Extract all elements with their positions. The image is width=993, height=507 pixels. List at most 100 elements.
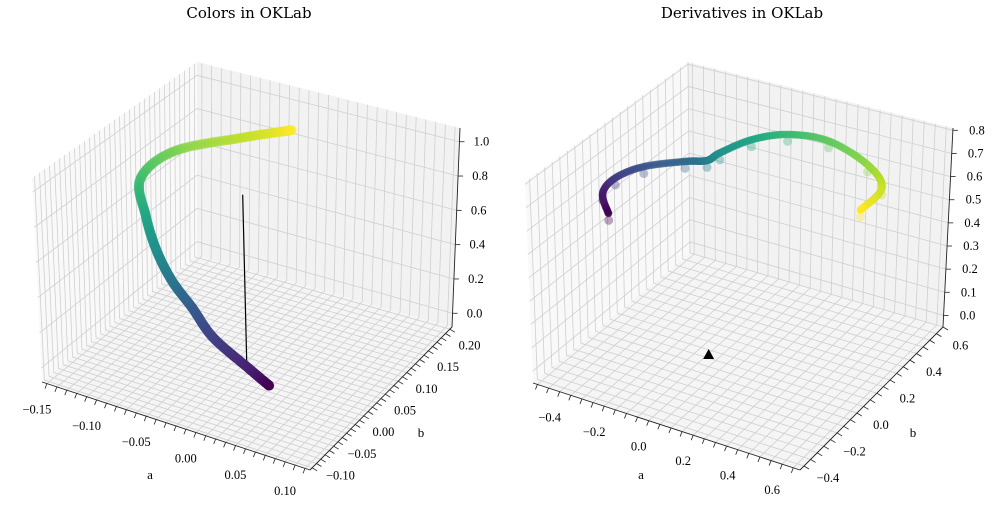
x-tick [790, 467, 794, 473]
x-tick [579, 398, 583, 405]
x-tick [153, 419, 157, 425]
z-tick-label: 0.6 [967, 170, 983, 184]
y-tick [441, 337, 447, 342]
gridline [39, 208, 198, 334]
gridline [180, 268, 438, 343]
x-tick-label: −0.05 [122, 435, 151, 449]
gridline [536, 173, 546, 374]
gridline [79, 144, 88, 346]
x-tick [203, 435, 207, 441]
gridline [239, 72, 242, 268]
gridline [597, 128, 604, 326]
gridline [196, 108, 459, 177]
gridline [830, 98, 837, 295]
gridline [134, 105, 139, 304]
gridline [166, 279, 425, 356]
gridline [81, 348, 347, 434]
y-tick [903, 366, 909, 371]
y-tick [320, 458, 326, 463]
gridline [174, 77, 177, 273]
x-tick [690, 435, 694, 441]
x-tick [624, 413, 627, 419]
x-tick-label: 0.2 [675, 454, 691, 468]
gridline [437, 124, 446, 324]
gridline [119, 318, 382, 399]
x-tick [223, 442, 227, 448]
scatter-point [604, 209, 613, 218]
gridline [634, 100, 640, 296]
gridline [604, 123, 611, 320]
x-tick [724, 445, 727, 452]
y-tick [359, 419, 365, 424]
y-tick [337, 441, 344, 446]
gridline [129, 109, 134, 307]
gridline [164, 84, 167, 281]
gridline [35, 141, 198, 263]
gridline [69, 151, 78, 354]
x-tick-label: 0.0 [631, 440, 647, 454]
y-tick [432, 346, 438, 350]
gridline [32, 74, 198, 193]
x-tick [779, 464, 783, 470]
x-tick-label: 0.00 [175, 452, 197, 466]
y-tick-label: 0.0 [873, 418, 889, 432]
gridline [54, 162, 64, 365]
x-axis-label: a [638, 467, 644, 482]
x-tick-label: −0.2 [583, 425, 606, 439]
x-tick [292, 464, 296, 471]
gridline [631, 300, 891, 381]
x-tick [243, 448, 246, 454]
x-tick [557, 391, 561, 397]
gridline [175, 271, 433, 347]
z-tick-label: 0.7 [968, 146, 984, 160]
x-tick-label: 0.05 [225, 468, 247, 482]
x-tick [601, 406, 605, 412]
gridline [84, 141, 92, 342]
gridline [689, 197, 947, 270]
gridline [314, 92, 320, 289]
y-tick [922, 346, 929, 351]
y-axis-label: b [910, 425, 917, 440]
z-tick-label: 0.0 [960, 308, 976, 322]
scatter-point [721, 146, 729, 155]
gridline [390, 112, 398, 310]
gridline [672, 73, 676, 266]
x-tick [746, 453, 750, 459]
gridline [305, 90, 310, 286]
x-tick [535, 384, 538, 390]
scatter-point [783, 136, 793, 146]
gridline [873, 109, 881, 307]
scatter-point [702, 162, 712, 172]
gridline [612, 117, 618, 314]
x-tick [74, 393, 78, 399]
y-tick [916, 353, 922, 357]
y-axis-label: b [418, 425, 425, 440]
scatter-point [610, 180, 620, 190]
gridline [524, 63, 689, 185]
gridline [851, 104, 859, 301]
gridline [689, 174, 948, 247]
scatter-point [264, 380, 275, 391]
gridline [531, 219, 690, 349]
gridline [526, 108, 689, 232]
x-tick [173, 425, 177, 432]
gridline [189, 260, 446, 334]
y-tick [333, 445, 339, 450]
y-tick-label: 0.2 [900, 392, 916, 406]
x-tick [757, 456, 761, 463]
y-tick [406, 372, 413, 376]
gridline [229, 70, 232, 265]
x-tick-label: 0.10 [274, 484, 296, 498]
z-tick-label: 1.0 [474, 135, 490, 149]
x-tick [635, 416, 638, 423]
gridline [530, 197, 690, 325]
gridline [537, 379, 805, 467]
gridline [185, 264, 442, 339]
gridline [418, 119, 427, 318]
scatter-point [863, 167, 873, 177]
x-tick [302, 468, 306, 474]
triangle-marker [703, 349, 715, 360]
z-tick-label: 0.2 [468, 272, 484, 286]
gridline [144, 98, 149, 296]
